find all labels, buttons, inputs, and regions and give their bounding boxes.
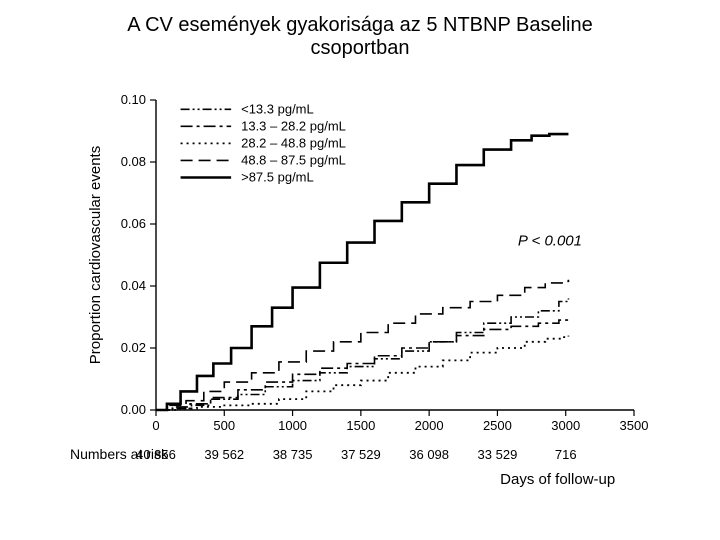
svg-text:0.02: 0.02 <box>121 340 146 355</box>
svg-text:2000: 2000 <box>415 418 444 433</box>
svg-text:500: 500 <box>213 418 235 433</box>
svg-text:28.2 – 48.8 pg/mL: 28.2 – 48.8 pg/mL <box>241 135 346 150</box>
svg-text:3500: 3500 <box>620 418 649 433</box>
svg-text:0.10: 0.10 <box>121 92 146 107</box>
svg-text:48.8 – 87.5 pg/mL: 48.8 – 87.5 pg/mL <box>241 152 346 167</box>
svg-text:3000: 3000 <box>551 418 580 433</box>
chart-title-line2: csoportban <box>0 37 720 60</box>
svg-text:38 735: 38 735 <box>273 447 313 462</box>
svg-text:716: 716 <box>555 447 577 462</box>
svg-text:<13.3 pg/mL: <13.3 pg/mL <box>241 101 314 116</box>
svg-text:Proportion cardiovascular even: Proportion cardiovascular events <box>87 146 104 364</box>
svg-text:1500: 1500 <box>346 418 375 433</box>
svg-text:Days of follow-up: Days of follow-up <box>500 471 615 488</box>
svg-text:0.04: 0.04 <box>121 278 146 293</box>
chart-title: A CV események gyakorisága az 5 NTBNP Ba… <box>0 14 720 60</box>
svg-text:37 529: 37 529 <box>341 447 381 462</box>
svg-text:40 856: 40 856 <box>136 447 176 462</box>
svg-text:39 562: 39 562 <box>204 447 244 462</box>
kaplan-meier-chart: 0.00 0.02 0.04 0.06 0.08 0.10 0 500 1000 1500 2000… <box>70 90 670 530</box>
svg-text:0.06: 0.06 <box>121 216 146 231</box>
svg-text:0.08: 0.08 <box>121 154 146 169</box>
chart-title-line1: A CV események gyakorisága az 5 NTBNP Ba… <box>0 14 720 37</box>
svg-text:1000: 1000 <box>278 418 307 433</box>
svg-text:P < 0.001: P < 0.001 <box>518 233 582 250</box>
svg-text:13.3 – 28.2 pg/mL: 13.3 – 28.2 pg/mL <box>241 118 346 133</box>
svg-text:33 529: 33 529 <box>478 447 518 462</box>
svg-text:36 098: 36 098 <box>409 447 449 462</box>
svg-text:>87.5 pg/mL: >87.5 pg/mL <box>241 170 314 185</box>
svg-text:0: 0 <box>152 418 159 433</box>
svg-text:0.00: 0.00 <box>121 402 146 417</box>
svg-text:2500: 2500 <box>483 418 512 433</box>
